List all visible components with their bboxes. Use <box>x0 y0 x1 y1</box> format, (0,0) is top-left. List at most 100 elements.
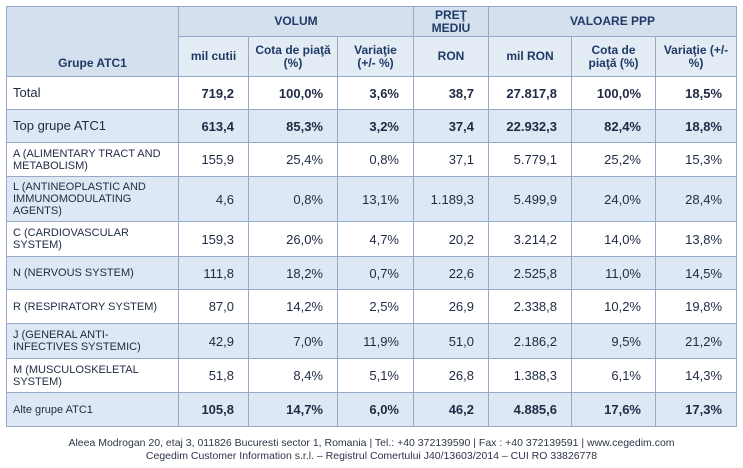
row-value: 100,0% <box>248 76 338 110</box>
row-value: 4,6 <box>178 176 249 222</box>
row-value: 51,8 <box>178 358 249 393</box>
row-value: 8,4% <box>248 358 338 393</box>
row-value: 3.214,2 <box>488 221 572 257</box>
row-value: 3,2% <box>337 109 414 143</box>
row-value: 7,0% <box>248 323 338 359</box>
row-value: 26,9 <box>413 289 489 324</box>
row-value: 18,5% <box>654 76 738 110</box>
valoare-cota-header: Cota de piaţă (%) <box>571 36 656 77</box>
row-value: 15,3% <box>654 142 738 177</box>
row-value: 100,0% <box>571 76 656 110</box>
row-value: 37,1 <box>413 142 489 177</box>
atc1-market-table: Grupe ATC1 VOLUM PREŢ MEDIU VALOARE PPP … <box>6 6 738 427</box>
row-value: 4.885,6 <box>488 392 572 427</box>
volum-cota-header: Cota de piaţă (%) <box>248 36 338 77</box>
table-body: Total 719,2 100,0% 3,6% 38,7 27.817,8 100,0% 18… <box>6 76 738 427</box>
row-value: 20,2 <box>413 221 489 257</box>
row-value: 6,1% <box>571 358 656 393</box>
volum-mil-cutii-header: mil cutii <box>178 36 249 77</box>
row-label: M (MUSCULOSKELETAL SYSTEM) <box>6 358 179 393</box>
row-value: 155,9 <box>178 142 249 177</box>
row-label: N (NERVOUS SYSTEM) <box>6 256 179 290</box>
row-label: C (CARDIOVASCULAR SYSTEM) <box>6 221 179 257</box>
row-value: 42,9 <box>178 323 249 359</box>
table-row: J (GENERAL ANTI-INFECTIVES SYSTEMIC) 42,9… <box>6 323 738 359</box>
table-row: C (CARDIOVASCULAR SYSTEM) 159,3 26,0% 4,7% 2… <box>6 221 738 257</box>
row-value: 82,4% <box>571 109 656 143</box>
row-value: 1.388,3 <box>488 358 572 393</box>
row-value: 22.932,3 <box>488 109 572 143</box>
table-row: N (NERVOUS SYSTEM) 111,8 18,2% 0,7% 22,6 2.52… <box>6 256 738 290</box>
row-value: 105,8 <box>178 392 249 427</box>
row-value: 9,5% <box>571 323 656 359</box>
row-value: 19,8% <box>654 289 738 324</box>
row-value: 87,0 <box>178 289 249 324</box>
valoare-variatie-header: Variaţie (+/- %) <box>654 36 738 77</box>
row-value: 28,4% <box>654 176 738 222</box>
row-value: 0,7% <box>337 256 414 290</box>
footer: Aleea Modrogan 20, etaj 3, 011826 Bucure… <box>0 437 743 463</box>
row-value: 25,2% <box>571 142 656 177</box>
volum-variatie-header: Variaţie (+/- %) <box>337 36 414 77</box>
pret-ron-header: RON <box>413 36 489 77</box>
row-value: 5,1% <box>337 358 414 393</box>
table-row: M (MUSCULOSKELETAL SYSTEM) 51,8 8,4% 5,1% 26… <box>6 358 738 393</box>
row-value: 22,6 <box>413 256 489 290</box>
row-label: Total <box>6 76 179 110</box>
row-value: 17,6% <box>571 392 656 427</box>
row-value: 2.338,8 <box>488 289 572 324</box>
row-value: 5.779,1 <box>488 142 572 177</box>
row-value: 719,2 <box>178 76 249 110</box>
atc1-table-container: Grupe ATC1 VOLUM PREŢ MEDIU VALOARE PPP … <box>6 6 738 427</box>
row-value: 159,3 <box>178 221 249 257</box>
row-value: 0,8% <box>337 142 414 177</box>
table-row: Alte grupe ATC1 105,8 14,7% 6,0% 46,2 4.885,6… <box>6 392 738 427</box>
row-value: 51,0 <box>413 323 489 359</box>
row-value: 85,3% <box>248 109 338 143</box>
row-value: 25,4% <box>248 142 338 177</box>
row-value: 2.525,8 <box>488 256 572 290</box>
valoare-mil-ron-header: mil RON <box>488 36 572 77</box>
row-value: 613,4 <box>178 109 249 143</box>
row-value: 2,5% <box>337 289 414 324</box>
row-value: 10,2% <box>571 289 656 324</box>
row-value: 21,2% <box>654 323 738 359</box>
volum-header: VOLUM <box>178 6 414 37</box>
row-value: 13,1% <box>337 176 414 222</box>
row-value: 18,8% <box>654 109 738 143</box>
row-value: 24,0% <box>571 176 656 222</box>
row-value: 14,7% <box>248 392 338 427</box>
row-label: Top grupe ATC1 <box>6 109 179 143</box>
row-value: 2.186,2 <box>488 323 572 359</box>
row-value: 37,4 <box>413 109 489 143</box>
row-value: 6,0% <box>337 392 414 427</box>
valoare-ppp-header: VALOARE PPP <box>487 6 738 37</box>
row-value: 4,7% <box>337 221 414 257</box>
table-row: Total 719,2 100,0% 3,6% 38,7 27.817,8 100,0% 18… <box>6 76 738 110</box>
row-value: 14,0% <box>571 221 656 257</box>
row-label: Alte grupe ATC1 <box>6 392 179 427</box>
row-value: 14,5% <box>654 256 738 290</box>
row-value: 14,3% <box>654 358 738 393</box>
table-row: Top grupe ATC1 613,4 85,3% 3,2% 37,4 22.932,3… <box>6 109 738 143</box>
row-label: A (ALIMENTARY TRACT AND METABOLISM) <box>6 142 179 177</box>
footer-company-line: Cegedim Customer Information s.r.l. – Re… <box>145 450 598 462</box>
row-value: 3,6% <box>337 76 414 110</box>
row-label: L (ANTINEOPLASTIC AND IMMUNOMODULATING A… <box>6 176 179 222</box>
row-value: 27.817,8 <box>488 76 572 110</box>
pret-header-line1: PREŢ <box>434 7 467 22</box>
row-value: 0,8% <box>248 176 338 222</box>
row-value: 18,2% <box>248 256 338 290</box>
row-value: 46,2 <box>413 392 489 427</box>
row-value: 38,7 <box>413 76 489 110</box>
group-column-header: Grupe ATC1 <box>6 6 179 77</box>
footer-address-line: Aleea Modrogan 20, etaj 3, 011826 Bucure… <box>68 437 675 449</box>
row-value: 11,0% <box>571 256 656 290</box>
table-row: A (ALIMENTARY TRACT AND METABOLISM) 155,9… <box>6 142 738 177</box>
pret-mediu-header: PREŢ MEDIU <box>413 6 489 37</box>
table-row: L (ANTINEOPLASTIC AND IMMUNOMODULATING A… <box>6 176 738 222</box>
row-value: 26,0% <box>248 221 338 257</box>
row-value: 11,9% <box>337 323 414 359</box>
table-row: R (RESPIRATORY SYSTEM) 87,0 14,2% 2,5% 26,9 2… <box>6 289 738 324</box>
row-value: 17,3% <box>654 392 738 427</box>
